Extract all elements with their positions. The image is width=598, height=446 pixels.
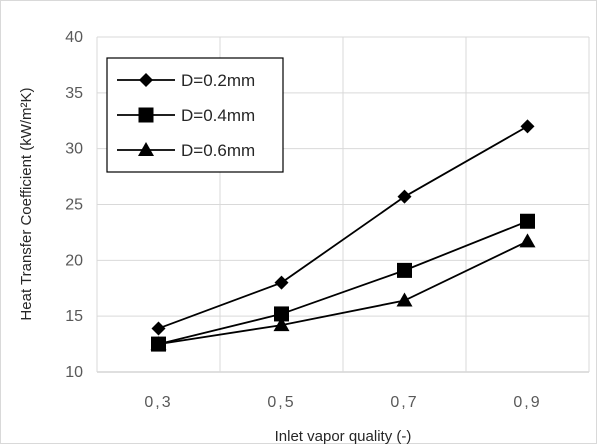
y-tick-label: 20 [65, 252, 83, 269]
legend-label: D=0.4mm [181, 106, 255, 125]
series-markers [150, 119, 536, 352]
x-tick-label: 0,3 [144, 394, 172, 411]
x-tick-label: 0,5 [267, 394, 295, 411]
x-tick-labels: 0,3 0,5 0,7 0,9 [144, 394, 541, 411]
x-tick-label: 0,7 [390, 394, 418, 411]
data-point-diamond [274, 275, 289, 290]
legend-marker-square [138, 107, 154, 123]
series-line-1 [158, 125, 528, 330]
data-point-square [397, 262, 412, 278]
y-tick-label: 35 [65, 85, 83, 102]
y-tick-label: 30 [65, 141, 83, 158]
legend-label: D=0.2mm [181, 71, 255, 90]
data-point-diamond [151, 321, 166, 336]
legend-marker-triangle [138, 142, 154, 156]
data-point-diamond [397, 189, 412, 204]
series-line-3 [158, 240, 528, 345]
data-point-diamond [520, 119, 535, 134]
series-lines [158, 125, 528, 345]
legend-marker-diamond [139, 73, 153, 87]
data-point-triangle [519, 233, 536, 248]
x-tick-label: 0,9 [513, 394, 541, 411]
data-point-square [274, 306, 289, 322]
data-point-triangle [273, 317, 290, 332]
series-line-2 [158, 220, 528, 345]
x-axis-title: Inlet vapor quality (-) [275, 428, 412, 445]
y-tick-label: 10 [65, 364, 83, 381]
y-tick-label: 25 [65, 197, 83, 214]
data-point-triangle [150, 336, 167, 351]
y-tick-labels: 10 15 20 25 30 35 40 [65, 29, 83, 381]
legend-label: D=0.6mm [181, 141, 255, 160]
y-tick-label: 15 [65, 308, 83, 325]
data-point-square [520, 213, 535, 229]
y-axis-title: Heat Transfer Coefficient (kW/m²K) [18, 87, 35, 320]
y-tick-label: 40 [65, 29, 83, 46]
legend: D=0.2mm D=0.4mm D=0.6mm [106, 57, 284, 173]
data-point-triangle [396, 292, 413, 307]
